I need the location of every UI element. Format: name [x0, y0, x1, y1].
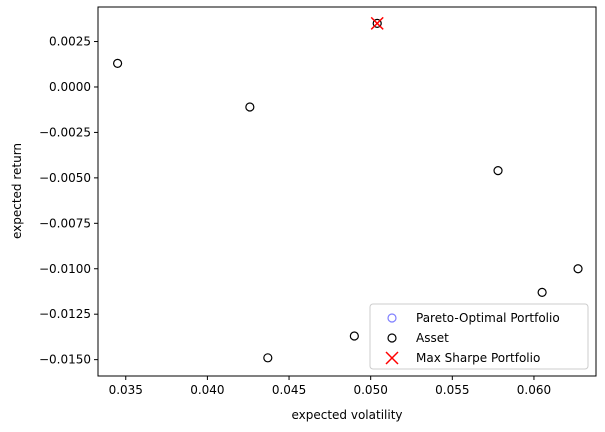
x-axis-label: expected volatility	[291, 408, 402, 422]
y-tick-label: −0.0025	[39, 125, 91, 139]
x-tick-label: 0.045	[272, 383, 306, 397]
y-tick-label: −0.0100	[39, 262, 91, 276]
legend-marker-max-sharpe	[385, 351, 399, 365]
x-tick-label: 0.055	[435, 383, 469, 397]
legend-label: Pareto-Optimal Portfolio	[416, 311, 560, 325]
x-tick-label: 0.035	[109, 383, 143, 397]
asset-point	[112, 58, 123, 68]
legend-label: Max Sharpe Portfolio	[416, 351, 540, 365]
asset-point	[372, 18, 382, 28]
y-tick-label: −0.0125	[39, 307, 91, 321]
legend-label: Asset	[416, 331, 449, 345]
plot-area	[97, 6, 597, 377]
y-tick-label: −0.0050	[39, 171, 91, 185]
x-tick-label: 0.040	[190, 383, 224, 397]
data-points	[112, 16, 583, 363]
y-axis: 0.0025 0.0000 −0.0025 −0.0050 −0.0075 −0.0100…	[39, 35, 98, 367]
legend-marker	[387, 313, 397, 323]
y-axis-label: expected return	[10, 143, 24, 239]
y-tick-label: −0.0075	[39, 216, 91, 230]
asset-point	[349, 331, 359, 341]
max-sharpe-point	[370, 16, 384, 30]
x-tick-label: 0.050	[353, 383, 387, 397]
asset-point	[493, 165, 503, 176]
y-tick-label: −0.0150	[39, 353, 91, 367]
x-axis: 0.035 0.040 0.045 0.050 0.055 0.060	[109, 376, 551, 397]
asset-point	[245, 102, 255, 112]
y-tick-label: 0.0000	[49, 80, 91, 94]
legend-box	[369, 303, 589, 370]
x-tick-label: 0.060	[517, 383, 551, 397]
asset-point	[573, 264, 583, 274]
legend-marker	[387, 333, 397, 343]
asset-point	[263, 353, 273, 363]
y-tick-label: 0.0025	[49, 35, 91, 49]
legend: Pareto-Optimal Portfolio Asset Max Sharpe …	[369, 303, 589, 370]
asset-point	[537, 287, 547, 297]
